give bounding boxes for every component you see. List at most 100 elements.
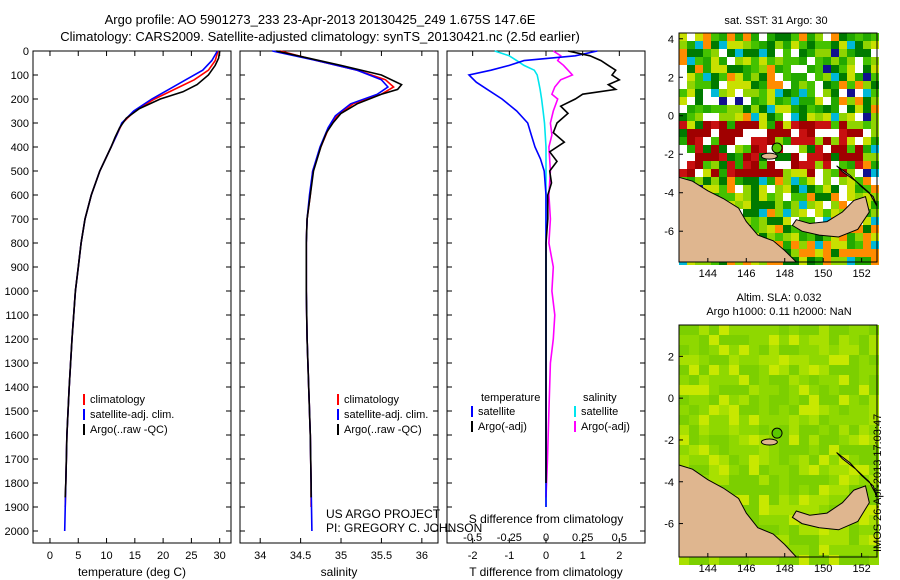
sst-map-cell <box>871 113 879 121</box>
sst-map-cell <box>855 73 863 81</box>
sst-map-cell <box>743 209 751 217</box>
sst-map-cell <box>727 185 735 193</box>
sla-map-cell <box>789 325 799 335</box>
sst-map-cell <box>719 177 727 185</box>
sla-map-cell <box>699 325 709 335</box>
sst-map-cell <box>871 177 879 185</box>
sst-map-cell <box>735 73 743 81</box>
depth-ytick-label: 1900 <box>5 502 29 514</box>
sla-map-cell <box>679 325 689 335</box>
sst-map-cell <box>863 73 871 81</box>
sla-map-title: Altim. SLA: 0.032 <box>737 292 822 304</box>
sla-map-cell <box>789 505 799 515</box>
sst-map-cell <box>815 233 823 241</box>
sst-map-cell <box>823 41 831 49</box>
sst-map-cell <box>727 81 735 89</box>
sst-map-cell <box>767 33 775 41</box>
sst-map-cell <box>807 81 815 89</box>
sst-map-cell <box>831 97 839 105</box>
sla-map-cell <box>779 385 789 395</box>
sst-map-cell <box>855 33 863 41</box>
temperature-xtick-label: 5 <box>75 550 81 562</box>
sla-map-cell <box>819 555 829 565</box>
sst-map-cell <box>791 233 799 241</box>
sst-map-cell <box>863 161 871 169</box>
sst-map-cell <box>703 153 711 161</box>
sla-map-cell <box>809 325 819 335</box>
sst-map-cell <box>783 65 791 73</box>
sst-map-cell <box>759 169 767 177</box>
sst-map-cell <box>743 137 751 145</box>
sst-map-cell <box>695 57 703 65</box>
sst-map-cell <box>735 33 743 41</box>
sla-map-cell <box>779 335 789 345</box>
sla-map-cell <box>779 455 789 465</box>
sst-map-cell <box>831 65 839 73</box>
sst-map-cell <box>759 129 767 137</box>
sst-map-cell <box>807 105 815 113</box>
sla-map-land-newbritain <box>791 485 870 531</box>
sst-map-cell <box>735 193 743 201</box>
sla-map-cell <box>859 385 869 395</box>
temperature-xtick-label: 30 <box>214 550 226 562</box>
sst-map-cell <box>775 185 783 193</box>
sst-map-cell <box>839 177 847 185</box>
sst-map-ytick-label: 2 <box>668 72 674 84</box>
sst-map-cell <box>831 241 839 249</box>
sla-map-cell <box>739 435 749 445</box>
sst-map-cell <box>735 65 743 73</box>
sst-map-cell <box>871 153 879 161</box>
sst-map-cell <box>823 185 831 193</box>
sla-map-cell <box>829 325 839 335</box>
sst-map-cell <box>775 241 783 249</box>
sla-map-cell <box>839 335 849 345</box>
salinity-satellite-diff-line <box>494 50 547 507</box>
sla-map-cell <box>859 405 869 415</box>
sla-map-cell <box>699 355 709 365</box>
sst-map-cell <box>751 217 759 225</box>
sst-map-cell <box>743 97 751 105</box>
tdiff-xtick-label: 1 <box>580 550 586 562</box>
sst-map-cell <box>775 41 783 49</box>
sla-map-cell <box>699 375 709 385</box>
diff-legend-sal-label: Argo(-adj) <box>581 421 630 433</box>
sla-map-cell <box>749 385 759 395</box>
sla-map-cell <box>689 455 699 465</box>
sst-map-cell <box>823 153 831 161</box>
sst-map-cell <box>759 201 767 209</box>
sst-map-cell <box>839 145 847 153</box>
sst-map-cell <box>679 113 687 121</box>
sla-map-xtick-label: 146 <box>737 563 755 575</box>
sst-map-cell <box>711 105 719 113</box>
sst-map-cell <box>759 225 767 233</box>
sla-map-cell <box>749 355 759 365</box>
sla-map-cell <box>689 435 699 445</box>
sst-map-cell <box>815 129 823 137</box>
sst-map-cell <box>759 41 767 49</box>
sst-map-cell <box>831 201 839 209</box>
sst-map-cell <box>775 217 783 225</box>
sla-map-cell <box>819 495 829 505</box>
sla-map-cell <box>849 335 859 345</box>
depth-ytick-label: 200 <box>11 94 29 106</box>
sst-map-cell <box>799 121 807 129</box>
sst-map-cell <box>855 169 863 177</box>
sst-map-cell <box>823 137 831 145</box>
sst-map-cell <box>831 113 839 121</box>
sst-map-cell <box>759 105 767 113</box>
sst-map-cell <box>759 209 767 217</box>
sla-map-cell <box>749 405 759 415</box>
sst-map-cell <box>751 121 759 129</box>
sla-map-cell <box>829 365 839 375</box>
sst-map-cell <box>727 161 735 169</box>
sla-map-frame <box>678 324 878 558</box>
sst-map-cell <box>839 113 847 121</box>
sla-map-cell <box>709 345 719 355</box>
sst-map-cell <box>823 97 831 105</box>
sst-map-cell <box>775 65 783 73</box>
sla-map-cell <box>739 415 749 425</box>
sst-map-cell <box>679 169 687 177</box>
sla-map-cell <box>819 545 829 555</box>
sla-map-cell <box>799 415 809 425</box>
sst-map-ytick-label: -2 <box>664 149 674 161</box>
